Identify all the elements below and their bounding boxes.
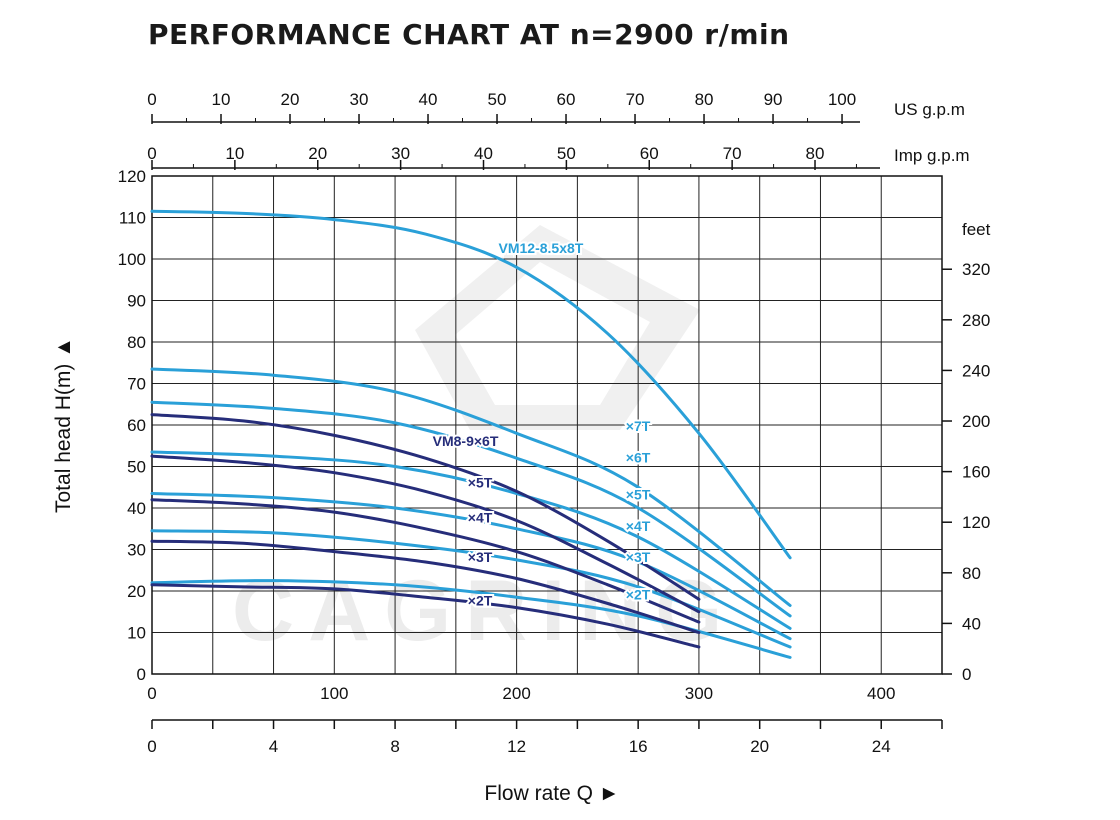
right-tick-label: 320 (962, 260, 990, 279)
imp-gpm-tick-label: 10 (225, 144, 244, 163)
series-line (150, 413, 701, 601)
chart-axes: 0102030405060708090100110120feet04080120… (118, 90, 991, 756)
x-axis-label: Flow rate Q ► (484, 782, 619, 805)
y-tick-label: 70 (127, 375, 146, 394)
chart-title: PERFORMANCE CHART AT n=2900 r/min (148, 18, 790, 51)
y-tick-label: 0 (137, 665, 146, 684)
us-gpm-tick-label: 30 (350, 90, 369, 109)
series-line (150, 400, 792, 618)
right-tick-label: 80 (962, 564, 981, 583)
series-label: ×7T (626, 418, 651, 434)
watermark-logo: CAGRING (232, 225, 736, 659)
series-label: ×6T (626, 449, 651, 465)
series-line (150, 539, 701, 634)
series-label: ×4T (626, 518, 651, 534)
series-line (150, 450, 792, 630)
y-tick-label: 30 (127, 541, 146, 560)
series-line (150, 529, 792, 649)
y-tick-label: 60 (127, 416, 146, 435)
m3h-tick-label: 16 (629, 737, 648, 756)
m3h-tick-label: 12 (507, 737, 526, 756)
y-tick-label: 120 (118, 167, 146, 186)
lmin-tick-label: 200 (502, 684, 530, 703)
us-gpm-tick-label: 50 (488, 90, 507, 109)
imp-gpm-tick-label: 20 (308, 144, 327, 163)
plot-frame (151, 175, 943, 675)
us-gpm-tick-label: 10 (212, 90, 231, 109)
us-gpm-tick-label: 100 (828, 90, 856, 109)
series-line (150, 209, 792, 560)
imp-gpm-tick-label: 80 (806, 144, 825, 163)
right-axis-unit: feet (962, 220, 991, 239)
pump-curves (150, 209, 792, 659)
series-line (150, 498, 701, 624)
us-gpm-tick-label: 0 (147, 90, 156, 109)
series-line (150, 367, 792, 607)
y-tick-label: 90 (127, 292, 146, 311)
m3h-tick-label: 8 (390, 737, 399, 756)
y-axis-label: Total head H(m) ▲ (52, 337, 75, 513)
imp-gpm-tick-label: 30 (391, 144, 410, 163)
m3h-tick-label: 24 (872, 737, 891, 756)
y-tick-label: 20 (127, 582, 146, 601)
series-label: ×3T (468, 549, 493, 565)
imp-gpm-tick-label: 70 (723, 144, 742, 163)
series-label: ×2T (626, 586, 651, 602)
imp-gpm-tick-label: 50 (557, 144, 576, 163)
right-tick-label: 280 (962, 311, 990, 330)
us-gpm-tick-label: 80 (695, 90, 714, 109)
imp-gpm-unit: Imp g.p.m (894, 146, 970, 165)
right-tick-label: 120 (962, 513, 990, 532)
lmin-tick-label: 0 (147, 684, 156, 703)
y-tick-label: 40 (127, 499, 146, 518)
lmin-tick-label: 300 (685, 684, 713, 703)
us-gpm-tick-label: 60 (557, 90, 576, 109)
imp-gpm-tick-label: 60 (640, 144, 659, 163)
series-label: ×5T (468, 474, 493, 490)
series-line (150, 454, 701, 614)
series-label: VM8-9×6T (433, 433, 499, 449)
imp-gpm-tick-label: 0 (147, 144, 156, 163)
watermark-text: CAGRING (232, 563, 736, 659)
lmin-tick-label: 100 (320, 684, 348, 703)
us-gpm-tick-label: 40 (419, 90, 438, 109)
series-label: VM12-8.5x8T (499, 240, 584, 256)
us-gpm-tick-label: 90 (764, 90, 783, 109)
right-tick-label: 160 (962, 463, 990, 482)
series-line (150, 583, 701, 649)
y-tick-label: 100 (118, 250, 146, 269)
right-tick-label: 40 (962, 614, 981, 633)
right-tick-label: 240 (962, 361, 990, 380)
m3h-tick-label: 0 (147, 737, 156, 756)
us-gpm-tick-label: 20 (281, 90, 300, 109)
m3h-tick-label: 20 (750, 737, 769, 756)
us-gpm-unit: US g.p.m (894, 100, 965, 119)
series-label: ×4T (468, 510, 493, 526)
us-gpm-tick-label: 70 (626, 90, 645, 109)
series-label: ×2T (468, 593, 493, 609)
y-tick-label: 110 (119, 209, 146, 228)
series-label: ×3T (626, 549, 651, 565)
series-label: ×5T (626, 487, 651, 503)
y-tick-label: 10 (127, 624, 146, 643)
y-tick-label: 50 (127, 458, 146, 477)
right-tick-label: 200 (962, 412, 990, 431)
curve-labels: VM12-8.5x8T ×7T ×6T ×5T ×4T ×3T ×2T VM8-9×6T ×5T… (431, 238, 653, 611)
m3h-tick-label: 4 (269, 737, 278, 756)
lmin-tick-label: 400 (867, 684, 895, 703)
right-tick-label: 0 (962, 665, 971, 684)
series-line (150, 492, 792, 641)
imp-gpm-tick-label: 40 (474, 144, 493, 163)
y-tick-label: 80 (127, 333, 146, 352)
